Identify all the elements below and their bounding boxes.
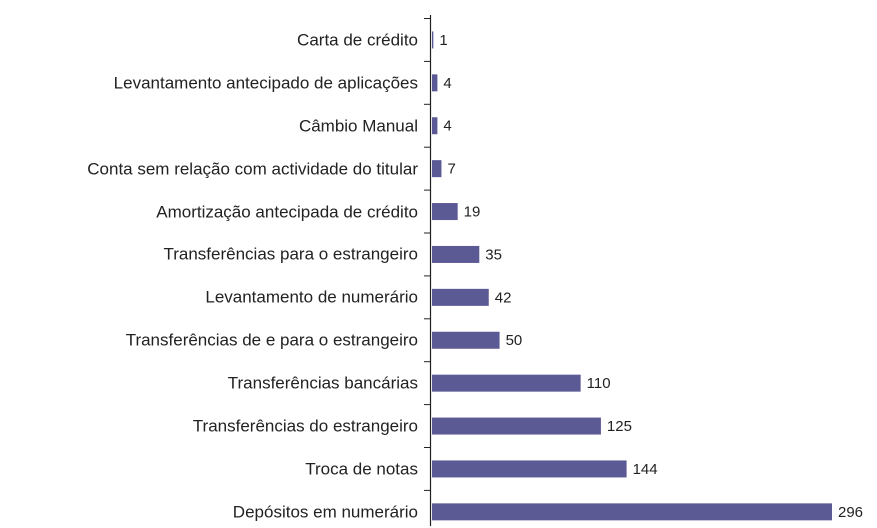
- category-label: Troca de notas: [305, 459, 418, 479]
- category-label: Conta sem relação com actividade do titu…: [87, 159, 418, 179]
- bar: [432, 117, 438, 135]
- bar: [432, 503, 832, 521]
- bar: [432, 460, 627, 478]
- value-label: 7: [447, 161, 455, 178]
- category-label: Transferências do estrangeiro: [192, 416, 418, 436]
- bar: [432, 374, 581, 392]
- value-label: 125: [607, 418, 632, 435]
- category-label: Transferências para o estrangeiro: [163, 244, 418, 264]
- bar: [432, 245, 480, 263]
- category-label: Depósitos em numerário: [232, 502, 418, 522]
- value-label: 110: [587, 375, 611, 392]
- category-label: Transferências de e para o estrangeiro: [125, 330, 418, 350]
- value-label: 144: [633, 461, 658, 478]
- category-label: Levantamento de numerário: [205, 287, 418, 307]
- bar: [432, 160, 442, 178]
- value-label: 1: [439, 32, 447, 49]
- value-label: 296: [838, 504, 863, 521]
- value-label: 4: [443, 118, 451, 135]
- bar: [432, 203, 458, 221]
- bar: [432, 31, 434, 49]
- bar: [432, 288, 489, 306]
- bar: [432, 417, 601, 435]
- category-label: Levantamento antecipado de aplicações: [113, 73, 418, 93]
- value-label: 19: [464, 204, 481, 221]
- bar: [432, 74, 438, 92]
- category-label: Carta de crédito: [297, 30, 418, 50]
- category-label: Amortização antecipada de crédito: [156, 202, 418, 222]
- value-label: 4: [443, 75, 451, 92]
- bar: [432, 331, 500, 349]
- category-label: Câmbio Manual: [298, 116, 418, 136]
- value-label: 35: [485, 246, 502, 263]
- value-label: 50: [506, 332, 523, 349]
- value-label: 42: [495, 289, 512, 306]
- category-label: Transferências bancárias: [227, 373, 418, 393]
